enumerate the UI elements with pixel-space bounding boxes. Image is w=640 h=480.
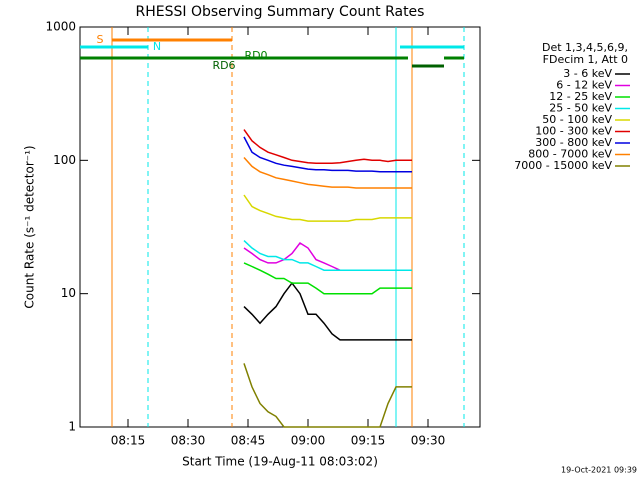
flag-label: RD0 xyxy=(244,49,267,62)
legend-title: FDecim 1, Att 0 xyxy=(543,53,628,66)
legend-label: 3 - 6 keV xyxy=(563,67,612,80)
flag-label: N xyxy=(153,40,161,53)
chart-title: RHESSI Observing Summary Count Rates xyxy=(136,4,425,20)
x-tick-label: 09:15 xyxy=(351,434,386,448)
footer: 19-Oct-2021 09:39 xyxy=(561,466,637,475)
series-line xyxy=(243,129,412,165)
legend-label: 50 - 100 keV xyxy=(542,113,612,126)
series-line xyxy=(243,281,412,341)
y-tick-label: 1000 xyxy=(45,20,76,34)
plot-frame xyxy=(79,26,481,428)
legend-label: 7000 - 15000 keV xyxy=(514,159,612,172)
legend-label: 100 - 300 keV xyxy=(535,125,612,138)
x-tick-label: 09:30 xyxy=(411,434,446,448)
series-line xyxy=(243,363,412,428)
legend-title: Det 1,3,4,5,6,9, xyxy=(542,41,628,54)
series-line xyxy=(243,136,412,173)
y-axis-label: Count Rate (s⁻¹ detector⁻¹) xyxy=(23,145,37,308)
y-tick-label: 1 xyxy=(68,420,76,434)
flag-label: S xyxy=(97,33,104,46)
x-tick-label: 08:45 xyxy=(231,434,266,448)
x-axis-label: Start Time (19-Aug-11 08:03:02) xyxy=(182,455,378,469)
series-line xyxy=(243,156,412,189)
x-tick-label: 08:15 xyxy=(111,434,146,448)
series-line xyxy=(243,194,412,222)
flag-label: RD6 xyxy=(212,59,235,72)
x-tick-label: 08:30 xyxy=(171,434,206,448)
legend-label: 25 - 50 keV xyxy=(549,102,612,115)
legend-label: 6 - 12 keV xyxy=(556,79,612,92)
y-tick-label: 10 xyxy=(61,286,76,300)
series-line xyxy=(243,240,412,271)
x-tick-label: 09:00 xyxy=(291,434,326,448)
series-line xyxy=(243,262,412,295)
legend-label: 12 - 25 keV xyxy=(549,90,612,103)
legend-label: 300 - 800 keV xyxy=(535,136,612,149)
y-tick-label: 100 xyxy=(53,153,76,167)
legend-label: 800 - 7000 keV xyxy=(528,148,612,161)
